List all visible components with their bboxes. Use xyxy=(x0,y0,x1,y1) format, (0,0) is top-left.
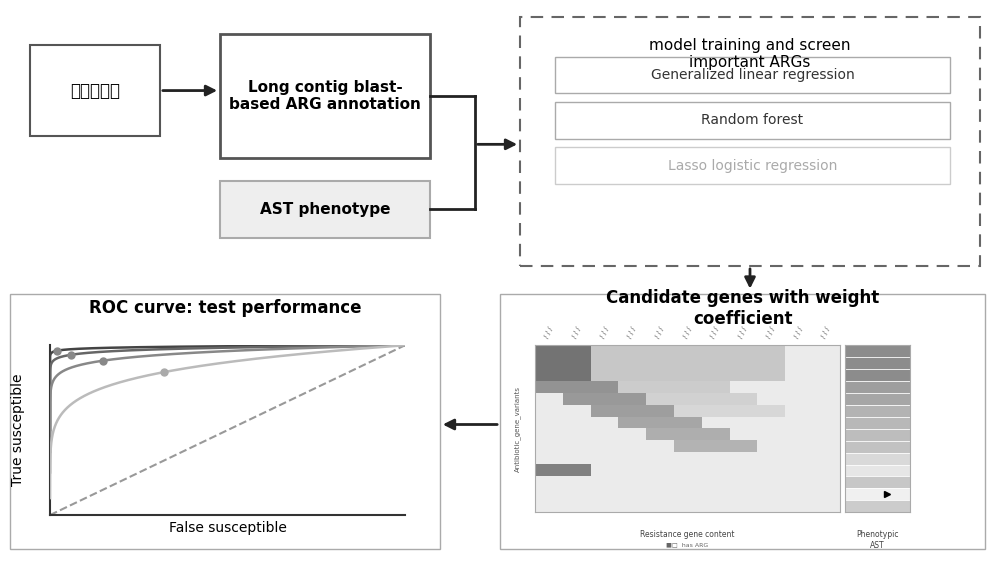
Bar xyxy=(845,369,910,381)
Bar xyxy=(845,405,910,417)
Bar xyxy=(500,294,985,549)
Text: / / /: / / / xyxy=(682,326,693,339)
Text: / / /: / / / xyxy=(599,326,609,339)
Text: Candidate genes with weight
coefficient: Candidate genes with weight coefficient xyxy=(606,289,880,328)
Bar xyxy=(10,294,440,549)
Text: / / /: / / / xyxy=(571,326,582,339)
Text: / / /: / / / xyxy=(710,326,720,339)
Bar xyxy=(845,381,910,393)
Text: / / /: / / / xyxy=(627,326,637,339)
Text: Resistance gene content: Resistance gene content xyxy=(640,530,735,539)
Bar xyxy=(845,429,910,441)
Bar xyxy=(845,441,910,453)
Text: Random forest: Random forest xyxy=(701,113,804,127)
Text: / / /: / / / xyxy=(544,326,554,339)
Text: AST phenotype: AST phenotype xyxy=(260,202,390,217)
Text: ROC curve: test performance: ROC curve: test performance xyxy=(89,299,361,318)
Bar xyxy=(555,102,950,139)
Bar xyxy=(555,147,950,184)
Text: / / /: / / / xyxy=(766,326,776,339)
Bar xyxy=(845,357,910,369)
Text: model training and screen
important ARGs: model training and screen important ARGs xyxy=(649,37,851,70)
Text: ■□  has ARG: ■□ has ARG xyxy=(666,542,709,547)
Bar xyxy=(220,34,430,158)
Text: Long contig blast-
based ARG annotation: Long contig blast- based ARG annotation xyxy=(229,80,421,113)
Bar xyxy=(845,345,910,357)
Bar xyxy=(30,45,160,136)
Text: 细菌基因组: 细菌基因组 xyxy=(70,82,120,100)
X-axis label: False susceptible: False susceptible xyxy=(169,521,286,535)
Text: Antibiotic_gene_variants: Antibiotic_gene_variants xyxy=(514,386,521,471)
Bar xyxy=(555,57,950,93)
Bar xyxy=(845,453,910,465)
Text: / / /: / / / xyxy=(821,326,831,339)
Text: / / /: / / / xyxy=(738,326,748,339)
Y-axis label: True susceptible: True susceptible xyxy=(11,374,25,486)
Text: Phenotypic
AST: Phenotypic AST xyxy=(856,530,899,550)
Bar xyxy=(845,500,910,512)
Text: Lasso logistic regression: Lasso logistic regression xyxy=(668,158,837,173)
Bar xyxy=(845,465,910,477)
Bar xyxy=(845,393,910,405)
Text: Generalized linear regression: Generalized linear regression xyxy=(651,68,854,82)
Text: / / /: / / / xyxy=(655,326,665,339)
Bar xyxy=(520,17,980,266)
Text: / / /: / / / xyxy=(793,326,804,339)
Bar xyxy=(845,488,910,500)
Bar xyxy=(845,417,910,429)
Bar xyxy=(845,477,910,488)
Bar xyxy=(220,181,430,238)
